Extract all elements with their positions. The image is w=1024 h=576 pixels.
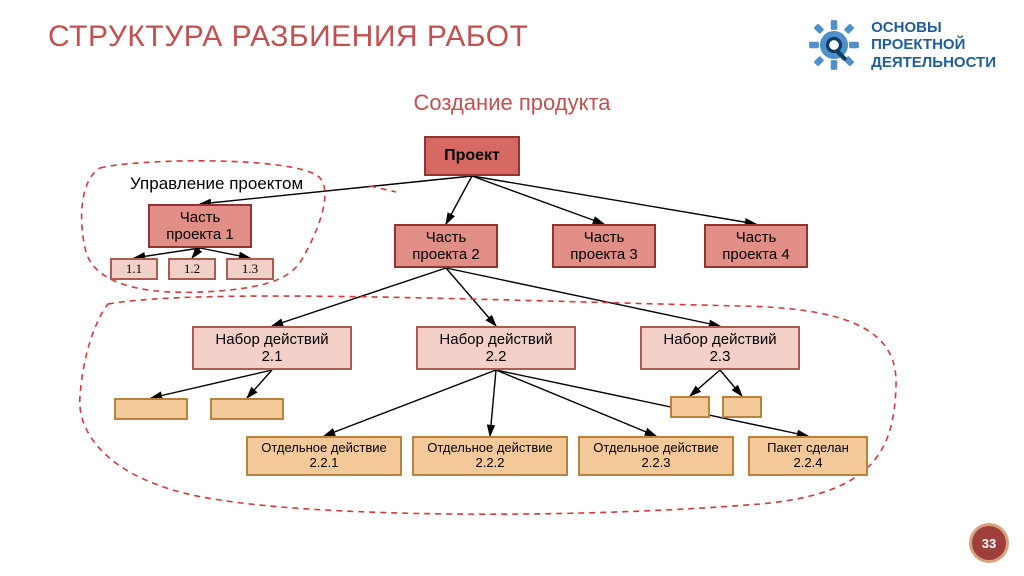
node-s212 [210, 398, 284, 420]
brand-logo: ОСНОВЫ ПРОЕКТНОЙ ДЕЯТЕЛЬНОСТИ [807, 18, 996, 72]
node-c12: 1.2 [168, 258, 216, 280]
node-p4: Частьпроекта 4 [704, 224, 808, 268]
node-root: Проект [424, 136, 520, 176]
gear-icon [807, 18, 861, 72]
slide-subtitle: Создание продукта [413, 90, 610, 116]
node-p1: Частьпроекта 1 [148, 204, 252, 248]
node-s211 [114, 398, 188, 420]
connectors [0, 0, 1024, 576]
node-s232 [722, 396, 762, 418]
node-a23: Набор действий2.3 [640, 326, 800, 370]
node-a22: Набор действий2.2 [416, 326, 576, 370]
node-d222: Отдельное действие2.2.2 [412, 436, 568, 476]
node-p3: Частьпроекта 3 [552, 224, 656, 268]
page-number: 33 [972, 526, 1006, 560]
node-s231 [670, 396, 710, 418]
node-c13: 1.3 [226, 258, 274, 280]
node-d221: Отдельное действие2.2.1 [246, 436, 402, 476]
node-p2: Частьпроекта 2 [394, 224, 498, 268]
node-d223: Отдельное действие2.2.3 [578, 436, 734, 476]
node-c11: 1.1 [110, 258, 158, 280]
brand-text: ОСНОВЫ ПРОЕКТНОЙ ДЕЯТЕЛЬНОСТИ [871, 19, 996, 71]
node-a21: Набор действий2.1 [192, 326, 352, 370]
slide: СТРУКТУРА РАЗБИЕНИЯ РАБОТ Создание проду… [0, 0, 1024, 576]
node-d224: Пакет сделан2.2.4 [748, 436, 868, 476]
slide-title: СТРУКТУРА РАЗБИЕНИЯ РАБОТ [48, 20, 528, 54]
label-management: Управление проектом [130, 174, 303, 194]
